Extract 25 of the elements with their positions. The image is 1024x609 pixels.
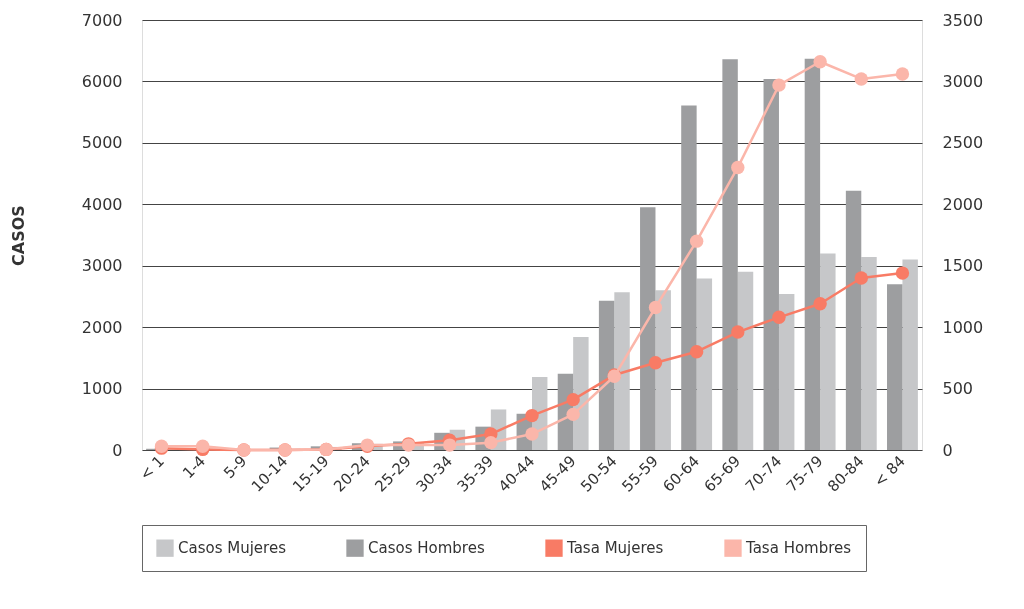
x-tick-label: 5-9 [220,452,251,483]
y-tick-label: 5000 [81,133,123,153]
y-axis-title: CASOS [8,205,28,266]
y-tick-label: 2000 [81,317,123,337]
y2-tick-label: 3500 [942,10,984,30]
y2-tick-label: 1000 [942,317,984,337]
legend-label: Tasa Hombres [745,539,852,558]
y-tick-label: 0 [112,440,123,460]
y2-tick-label: 0 [942,440,953,460]
y2-tick-label: 3000 [942,71,984,91]
x-tick-label: < 84 [870,452,909,491]
y2-tick-label: 2000 [942,194,984,214]
y-tick-label: 3000 [81,256,123,276]
legend-label: Casos Hombres [368,539,485,558]
legend-label: Casos Mujeres [178,539,287,558]
legend-label: Tasa Mujeres [566,539,664,558]
y-tick-label: 4000 [81,194,123,214]
y2-tick-label: 2500 [942,133,984,153]
y-tick-label: 6000 [81,71,123,91]
x-tick-label: < 1 [136,452,168,484]
x-tick-label: 1-4 [179,452,210,483]
y-tick-label: 1000 [81,379,123,399]
y2-tick-label: 1500 [942,256,984,276]
y2-tick-label: 500 [942,379,974,399]
y-tick-label: 7000 [81,10,123,30]
